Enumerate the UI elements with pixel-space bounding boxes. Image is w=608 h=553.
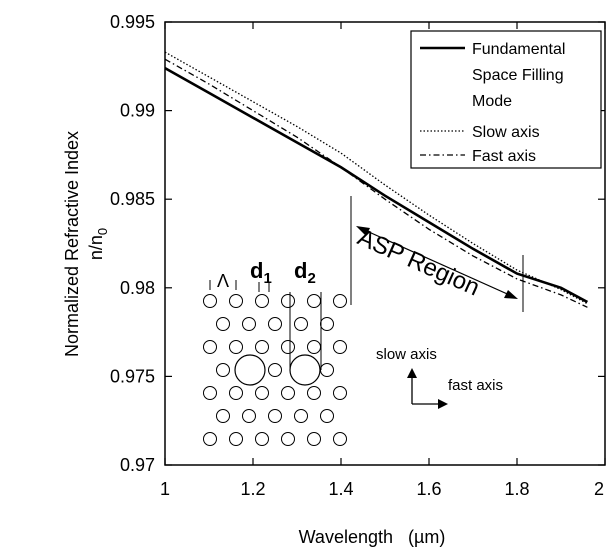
- air-hole: [294, 317, 308, 331]
- d2-label: d2: [294, 258, 316, 287]
- x-tick-label: 1.2: [240, 479, 265, 499]
- y-axis-label: Normalized Refractive Index n/n0: [62, 131, 110, 357]
- series-group: [164, 51, 589, 308]
- air-hole: [333, 386, 347, 400]
- air-hole: [320, 317, 334, 331]
- x-tick-label: 1.8: [504, 479, 529, 499]
- x-tick-label: 1: [160, 479, 170, 499]
- x-tick-label: 1.6: [416, 479, 441, 499]
- large-air-hole-d2: [289, 354, 321, 386]
- y-axis-sub-label: n/n: [86, 235, 106, 260]
- asp-region-label: ASP Region: [354, 224, 484, 302]
- legend: Fundamental Space Filling Mode Slow axis…: [410, 30, 602, 169]
- d1-label: d1: [250, 258, 272, 287]
- y-tick-label: 0.985: [110, 189, 155, 209]
- air-hole: [320, 409, 334, 423]
- air-hole: [203, 432, 217, 446]
- axis-orientation-indicator: slow axis fast axis: [376, 346, 503, 409]
- y-tick-label: 0.97: [120, 455, 155, 475]
- slow-axis-label: slow axis: [376, 346, 437, 363]
- asp-region-arrow-line: [359, 227, 515, 298]
- axis-ticks: 1 1.2 1.4 1.6 1.8 2 0.97 0.975 0.98 0.985 0.99 0.99…: [110, 12, 606, 499]
- large-air-hole-d1: [234, 354, 266, 386]
- y-tick-label: 0.975: [110, 366, 155, 386]
- inset-labels: Λ d1 d2: [209, 258, 322, 370]
- plot-frame: [164, 21, 606, 466]
- air-hole: [255, 340, 269, 354]
- legend-label-mode: Mode: [472, 93, 512, 110]
- air-hole: [307, 294, 321, 308]
- y-tick-label: 0.99: [120, 101, 155, 121]
- air-hole: [333, 432, 347, 446]
- series-line-dotted: [164, 51, 588, 305]
- slow-axis-arrowhead: [407, 368, 417, 378]
- air-hole: [281, 294, 295, 308]
- air-hole: [229, 432, 243, 446]
- air-hole: [320, 363, 334, 377]
- asp-region-arrowhead-right: [504, 290, 518, 299]
- legend-label-fast-axis: Fast axis: [472, 148, 536, 165]
- air-hole: [307, 432, 321, 446]
- y-tick-label: 0.995: [110, 12, 155, 32]
- series-line-dashdot: [164, 58, 588, 308]
- legend-label-fundamental: Fundamental: [472, 41, 565, 58]
- x-tick-label: 2: [594, 479, 604, 499]
- air-hole: [268, 363, 282, 377]
- x-tick-label: 1.4: [328, 479, 353, 499]
- air-hole: [229, 386, 243, 400]
- air-hole: [333, 294, 347, 308]
- air-hole: [203, 340, 217, 354]
- y-axis-sub-index: 0: [95, 228, 110, 235]
- air-hole: [242, 409, 256, 423]
- asp-region-annotation: ASP Region: [350, 196, 524, 312]
- legend-label-slow-axis: Slow axis: [472, 124, 540, 141]
- air-hole: [216, 409, 230, 423]
- fast-axis-arrowhead: [438, 399, 448, 409]
- air-hole: [229, 340, 243, 354]
- air-hole: [307, 340, 321, 354]
- fast-axis-label: fast axis: [448, 377, 503, 394]
- air-hole: [255, 386, 269, 400]
- air-hole: [216, 363, 230, 377]
- air-hole: [281, 340, 295, 354]
- air-hole: [255, 294, 269, 308]
- air-hole: [203, 294, 217, 308]
- asp-region-arrowhead-left: [356, 226, 370, 236]
- legend-label-space-filling: Space Filling: [472, 67, 564, 84]
- air-hole: [255, 432, 269, 446]
- air-hole: [333, 340, 347, 354]
- air-hole: [281, 386, 295, 400]
- x-axis-label: Wavelength (µm): [299, 527, 446, 547]
- air-hole: [281, 432, 295, 446]
- air-hole: [307, 386, 321, 400]
- y-tick-label: 0.98: [120, 278, 155, 298]
- air-hole: [268, 409, 282, 423]
- air-hole: [216, 317, 230, 331]
- air-hole: [203, 386, 217, 400]
- air-hole: [242, 317, 256, 331]
- fiber-cross-section-inset: [203, 294, 347, 446]
- air-hole: [229, 294, 243, 308]
- x-axis-label-text: Wavelength: [299, 527, 393, 547]
- svg-text:n/n0: n/n0: [86, 228, 110, 260]
- air-hole: [268, 317, 282, 331]
- lattice-pitch-label: Λ: [217, 271, 229, 291]
- x-axis-unit: (µm): [408, 527, 445, 547]
- air-hole: [294, 409, 308, 423]
- legend-box: [410, 30, 602, 169]
- y-axis-label-text: Normalized Refractive Index: [62, 131, 82, 357]
- series-line-solid: [164, 66, 589, 304]
